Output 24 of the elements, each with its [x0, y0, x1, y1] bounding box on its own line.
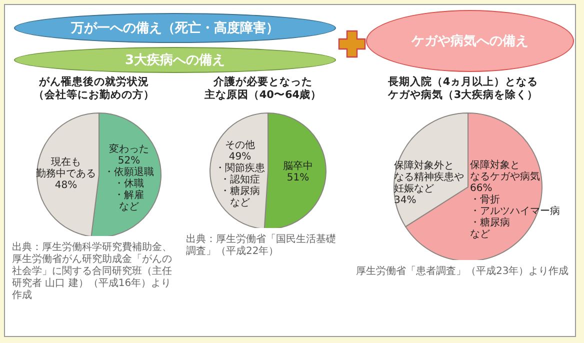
- slice-label: 現在も勤務中である: [36, 156, 96, 180]
- data-label: 49%: [228, 151, 252, 162]
- data-label: 34%: [394, 194, 416, 206]
- data-label: 51%: [286, 172, 310, 184]
- text: ・骨折・アルツハイマー病・糖尿病など: [470, 194, 560, 240]
- slice-label: 変わった: [109, 142, 149, 155]
- text: ・関節疾患・認知症・糖尿病など: [215, 162, 265, 208]
- data-label: 66%: [470, 183, 492, 194]
- data-label: 52%: [118, 155, 140, 166]
- slice-label: 保障対象外となる精神疾患や妊娠など: [394, 159, 464, 194]
- text: 厚生労働省「患者調査」（平成23年）より作成: [355, 266, 570, 278]
- source-note: 出典：厚生労働省「国民生活基礎調査」（平成22年）: [185, 234, 337, 258]
- text: 3大疾病への備え: [124, 52, 226, 69]
- text: ケガや病気への備え: [412, 32, 528, 50]
- source-note: 出典：厚生労働科学研究費補助金、厚生労働省がん研究助成金「がんの社会学」に関する合同研究班（主任研究者 山口 建）（平成16年）より作成: [11, 242, 173, 302]
- slice-label: 保障対象となるケガや病気: [470, 159, 540, 182]
- chart-title: 長期入院（4ヵ月以上）となるケガや病気（3大疾病を除く）: [386, 76, 540, 101]
- slice-label: その他: [225, 138, 255, 151]
- chart-title: 介護が必要となった主な原因（40〜64歳）: [203, 76, 323, 101]
- slice-label: 脳卒中: [283, 160, 313, 172]
- text: 万が一への備え（死亡・高度障害）: [71, 20, 279, 37]
- text: ・依願退職・休職・解雇など: [104, 166, 154, 212]
- chart-title: がん罹患後の就労状況（会社等にお勤めの方）: [32, 76, 156, 101]
- data-label: 48%: [54, 180, 78, 191]
